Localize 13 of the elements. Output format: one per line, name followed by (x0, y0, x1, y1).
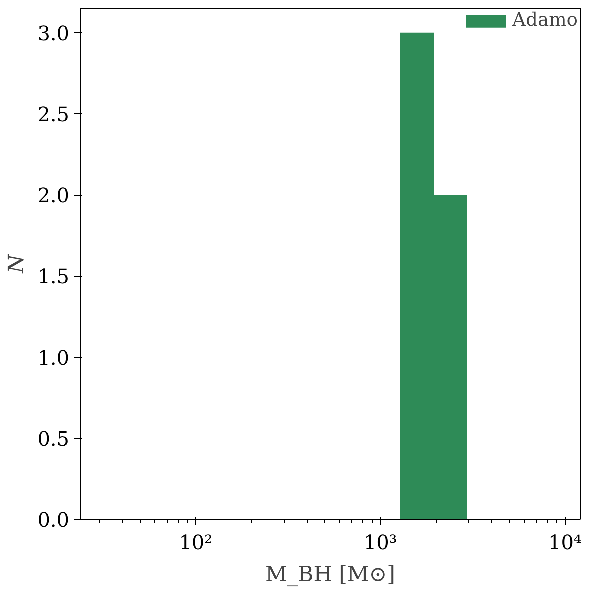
y-tick-label: 1.0 (38, 346, 70, 370)
y-axis-title: N (4, 253, 30, 274)
y-tick-label: 3.0 (38, 21, 70, 46)
x-axis-title: M_BH [M⊙] (266, 562, 396, 588)
y-tick-label: 1.5 (38, 264, 70, 289)
y-tick-label: 0.5 (38, 426, 70, 451)
y-tick-label: 2.5 (38, 102, 70, 126)
x-tick-label: 10⁴ (548, 530, 582, 554)
x-tick-label: 10³ (364, 530, 398, 554)
y-tick-label: 0.0 (38, 508, 70, 532)
y-tick-label: 2.0 (38, 184, 70, 208)
legend-label: Adamo (512, 10, 578, 31)
x-tick-label: 10² (179, 530, 213, 554)
